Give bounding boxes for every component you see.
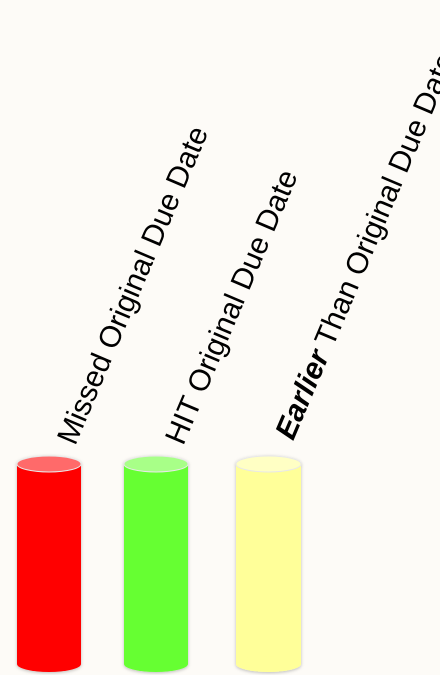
cylinder-hit bbox=[123, 455, 189, 672]
cylinder-earlier bbox=[235, 455, 302, 672]
cylinder-earlier-top bbox=[235, 455, 302, 473]
cylinder-missed bbox=[16, 455, 82, 672]
cylinder-missed-body bbox=[17, 464, 81, 664]
cylinder-earlier-body bbox=[236, 464, 301, 664]
cylinder-missed-top bbox=[16, 455, 82, 473]
cylinder-hit-bottom bbox=[124, 656, 188, 672]
cylinder-earlier-bottom bbox=[236, 656, 301, 672]
cylinder-missed-bottom bbox=[17, 656, 81, 672]
cylinder-hit-body bbox=[124, 464, 188, 664]
cylinder-hit-top bbox=[123, 455, 189, 473]
